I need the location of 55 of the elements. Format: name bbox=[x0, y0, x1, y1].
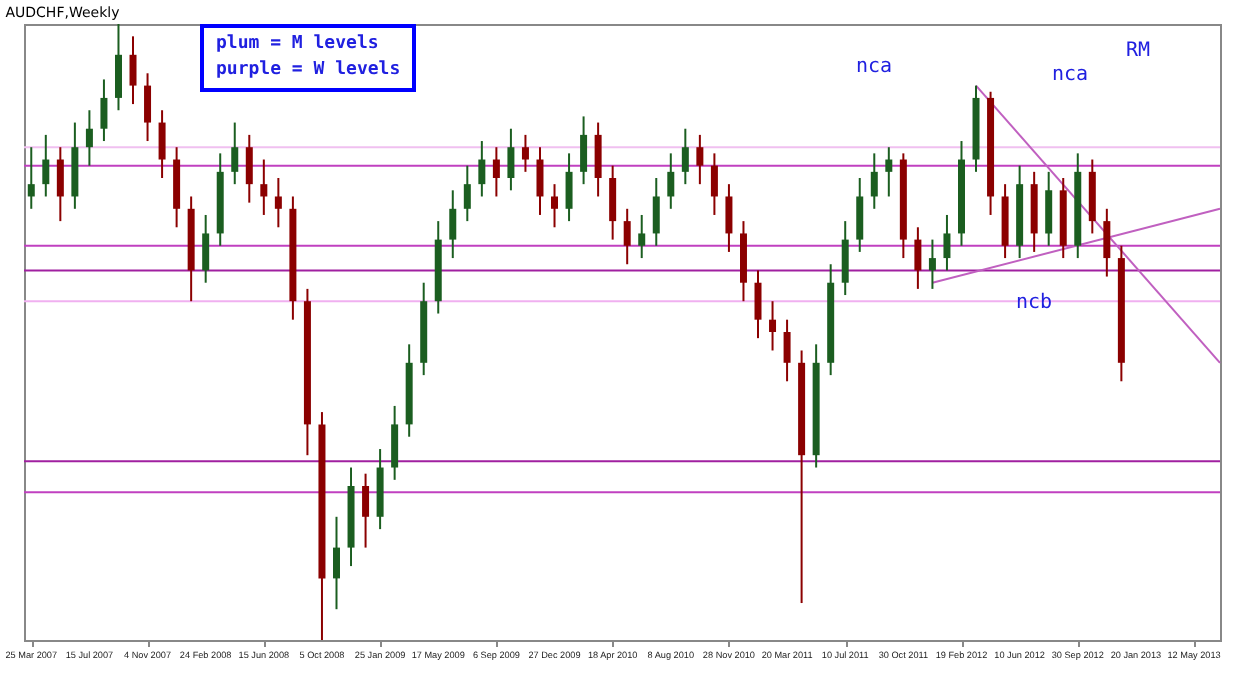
candlestick bbox=[85, 109, 93, 167]
candlestick bbox=[609, 164, 617, 241]
candlestick bbox=[841, 220, 849, 297]
annotation: plum = M levels bbox=[216, 32, 381, 58]
candlestick bbox=[754, 269, 762, 340]
candlestick bbox=[42, 133, 50, 198]
candlestick bbox=[856, 177, 864, 253]
candlestick bbox=[492, 146, 500, 198]
candlestick bbox=[231, 121, 239, 186]
candlestick bbox=[114, 23, 122, 112]
candlestick bbox=[260, 158, 268, 216]
candlestick bbox=[333, 515, 340, 611]
candlestick bbox=[536, 146, 544, 216]
candlestick bbox=[885, 146, 893, 198]
annotation: nca bbox=[856, 56, 893, 78]
candlestick bbox=[478, 140, 486, 198]
candlestick bbox=[463, 164, 471, 223]
candlestick bbox=[129, 35, 137, 106]
candlestick bbox=[274, 177, 282, 229]
annotation: nca bbox=[1052, 64, 1089, 86]
candlestick bbox=[56, 146, 64, 223]
candlestick bbox=[245, 133, 253, 204]
candlestick bbox=[870, 152, 878, 210]
candlestick bbox=[783, 318, 791, 383]
candlestick bbox=[696, 133, 704, 186]
candlestick bbox=[551, 183, 559, 229]
candlestick bbox=[144, 72, 152, 143]
annotation: ncb bbox=[1016, 292, 1053, 314]
candlestick bbox=[725, 183, 733, 253]
candlestick bbox=[594, 121, 602, 198]
candlestick bbox=[623, 207, 631, 266]
candlestick bbox=[158, 109, 166, 179]
candlestick bbox=[27, 146, 35, 210]
candlestick bbox=[667, 152, 675, 210]
candlestick bbox=[100, 78, 108, 143]
candlestick bbox=[710, 152, 718, 216]
candlestick bbox=[914, 226, 922, 290]
candlestick bbox=[681, 127, 689, 186]
annotation: RM bbox=[1126, 40, 1151, 62]
candlestick bbox=[1045, 170, 1053, 247]
candlestick bbox=[652, 177, 660, 247]
candlestick bbox=[1103, 207, 1111, 278]
candlestick bbox=[769, 300, 777, 352]
candlestick bbox=[391, 404, 399, 481]
candlestick bbox=[202, 213, 210, 284]
candlestick bbox=[580, 115, 588, 186]
candlestick bbox=[521, 133, 529, 173]
candlestick bbox=[565, 152, 573, 223]
candlestick bbox=[362, 472, 370, 549]
candlestick bbox=[638, 213, 646, 260]
candlestick bbox=[507, 127, 515, 192]
candlestick bbox=[943, 213, 951, 272]
annotation: purple = W levels bbox=[216, 58, 401, 84]
candlestick bbox=[449, 189, 457, 260]
candlestick bbox=[928, 238, 936, 290]
